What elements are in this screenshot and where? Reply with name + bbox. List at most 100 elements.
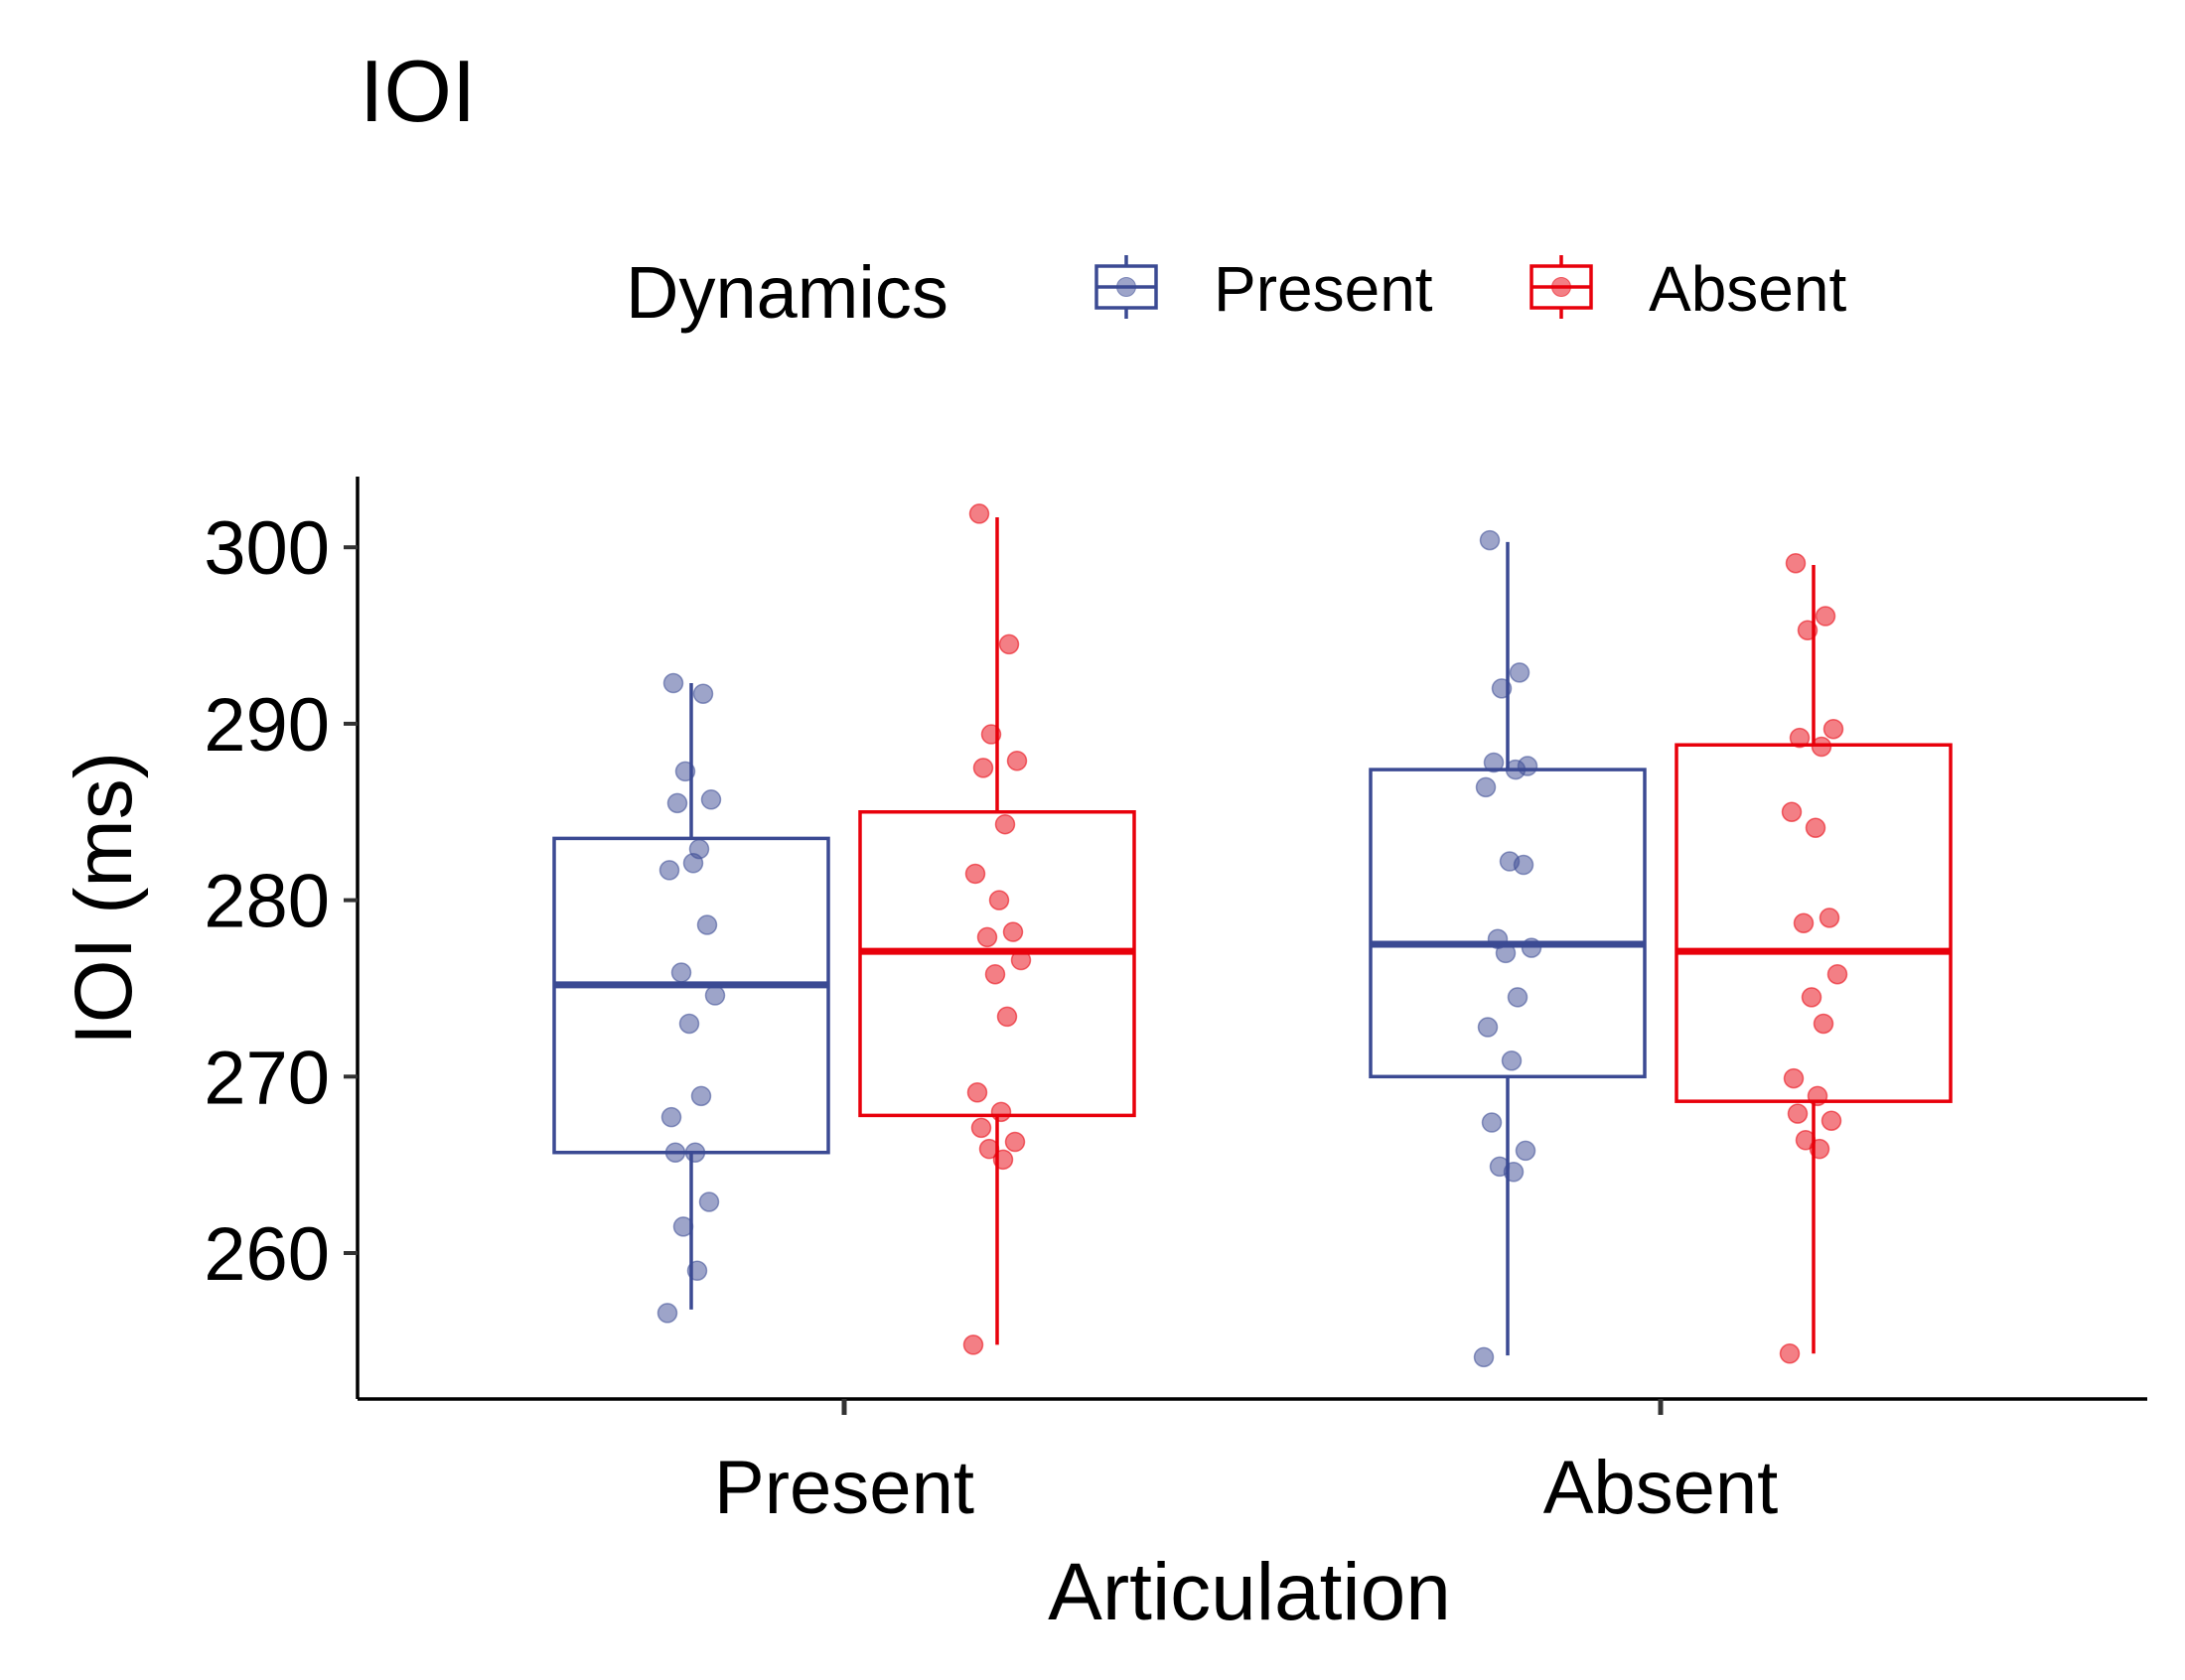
data-point <box>1805 817 1826 838</box>
data-point <box>672 1216 694 1237</box>
data-point <box>674 761 696 782</box>
data-point <box>1515 1140 1536 1162</box>
data-point <box>990 1101 1012 1123</box>
box-present-present <box>552 683 830 1310</box>
data-point <box>1815 606 1836 627</box>
data-point <box>996 1006 1018 1028</box>
data-point <box>1481 1112 1503 1133</box>
data-point <box>696 914 718 935</box>
data-point <box>966 1082 988 1103</box>
y-axis-title: IOI (ms) <box>59 752 149 1046</box>
data-point <box>1807 1085 1828 1107</box>
data-point <box>1779 1343 1801 1364</box>
y-tick-label: 300 <box>204 506 330 591</box>
data-point <box>686 1260 708 1282</box>
data-point <box>1495 942 1517 964</box>
data-point <box>700 789 722 810</box>
data-point <box>972 758 994 778</box>
data-point <box>1010 949 1032 971</box>
data-point <box>664 1142 686 1163</box>
data-point <box>670 962 692 983</box>
data-point <box>1483 752 1505 773</box>
data-point <box>1826 963 1848 985</box>
data-point <box>682 853 704 874</box>
box-absent-absent <box>1675 564 1953 1354</box>
data-point <box>980 724 1002 745</box>
legend-key-absent: Absent <box>1530 253 1846 325</box>
y-tick-label: 260 <box>204 1212 330 1297</box>
data-point <box>1793 912 1815 933</box>
data-point <box>1002 921 1024 942</box>
data-point <box>1477 1017 1499 1038</box>
data-point <box>1821 1110 1842 1131</box>
data-point <box>658 860 680 881</box>
data-point <box>666 792 688 814</box>
data-point <box>962 1334 984 1355</box>
data-point <box>970 1117 992 1139</box>
chart-title: IOI <box>360 42 476 140</box>
legend-label: Present <box>1214 253 1433 325</box>
legend-point <box>1116 277 1136 297</box>
data-point <box>1801 987 1822 1008</box>
box-iqr <box>1369 768 1647 1079</box>
data-point <box>1785 552 1807 574</box>
data-point <box>1811 736 1832 758</box>
data-point <box>1809 1138 1830 1160</box>
data-point <box>704 985 726 1006</box>
legend: Dynamics Present Absent <box>626 251 1846 334</box>
y-tick-label: 290 <box>204 683 330 768</box>
data-point <box>678 1013 700 1035</box>
data-point <box>968 503 990 524</box>
data-point <box>1507 987 1529 1008</box>
data-point <box>656 1303 678 1324</box>
y-tick-label: 280 <box>204 860 330 944</box>
data-point <box>1513 854 1534 876</box>
data-point <box>994 813 1016 835</box>
y-tick-label: 270 <box>204 1036 330 1120</box>
legend-key-present: Present <box>1094 253 1433 325</box>
data-point <box>1789 727 1811 749</box>
data-point <box>662 672 684 694</box>
data-point <box>1473 1346 1495 1368</box>
data-point <box>698 1191 720 1212</box>
x-tick-label: Absent <box>1543 1446 1779 1530</box>
data-point <box>998 633 1020 655</box>
data-point <box>1505 759 1527 780</box>
data-point <box>976 926 998 948</box>
data-point <box>1797 620 1819 640</box>
data-point <box>1501 1050 1523 1071</box>
data-point <box>684 1142 706 1163</box>
data-point <box>1781 801 1803 822</box>
data-point <box>1787 1103 1809 1124</box>
data-point <box>1503 1162 1525 1183</box>
data-point <box>1783 1067 1805 1089</box>
data-point <box>1491 678 1513 699</box>
data-point <box>1822 718 1844 740</box>
data-point <box>1475 776 1497 798</box>
data-point <box>660 1106 682 1128</box>
box-absent-present <box>858 516 1136 1345</box>
data-point <box>992 1149 1014 1171</box>
box-iqr <box>552 836 830 1155</box>
legend-point <box>1551 277 1571 297</box>
x-tick-label: Present <box>714 1446 974 1530</box>
plot-area: 260 270 280 290 300 Present Absent <box>204 477 2147 1530</box>
data-point <box>984 963 1006 985</box>
data-point <box>1479 529 1501 551</box>
legend-label: Absent <box>1649 253 1846 325</box>
x-axis-title: Articulation <box>1048 1547 1451 1637</box>
data-point <box>1004 1131 1026 1153</box>
box-iqr <box>858 810 1136 1118</box>
data-point <box>978 1138 1000 1160</box>
data-point <box>1813 1013 1834 1035</box>
data-point <box>988 890 1010 910</box>
data-point <box>1509 662 1530 683</box>
data-point <box>1006 750 1028 771</box>
data-point <box>690 1085 712 1107</box>
data-point <box>692 683 714 704</box>
data-point <box>1521 937 1542 958</box>
legend-title: Dynamics <box>626 251 948 334</box>
data-point <box>1819 908 1840 928</box>
data-point <box>964 863 986 885</box>
